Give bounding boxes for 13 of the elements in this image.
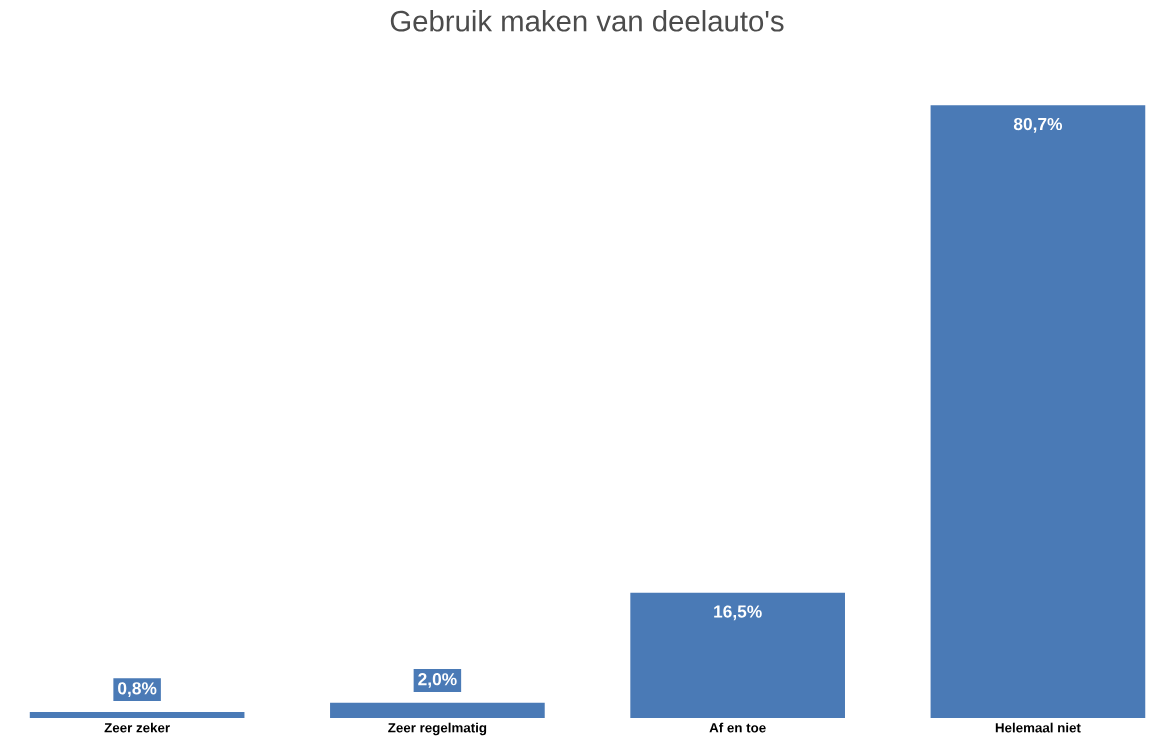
chart-title: Gebruik maken van deelauto's (390, 10, 784, 32)
data-label: 16,5% (714, 605, 762, 621)
x-tick-label: Helemaal niet (995, 722, 1081, 733)
x-tick-label: Af en toe (709, 722, 766, 733)
bar (29, 711, 245, 718)
data-label: 80,7% (1013, 117, 1063, 133)
x-tick-label: Zeer zeker (104, 722, 170, 733)
x-tick-label: Zeer regelmatig (388, 722, 487, 736)
data-label: 2,0% (418, 673, 457, 688)
bar (930, 105, 1146, 718)
bar (330, 702, 545, 718)
data-label: 0,8% (118, 682, 157, 697)
bar (630, 592, 845, 718)
